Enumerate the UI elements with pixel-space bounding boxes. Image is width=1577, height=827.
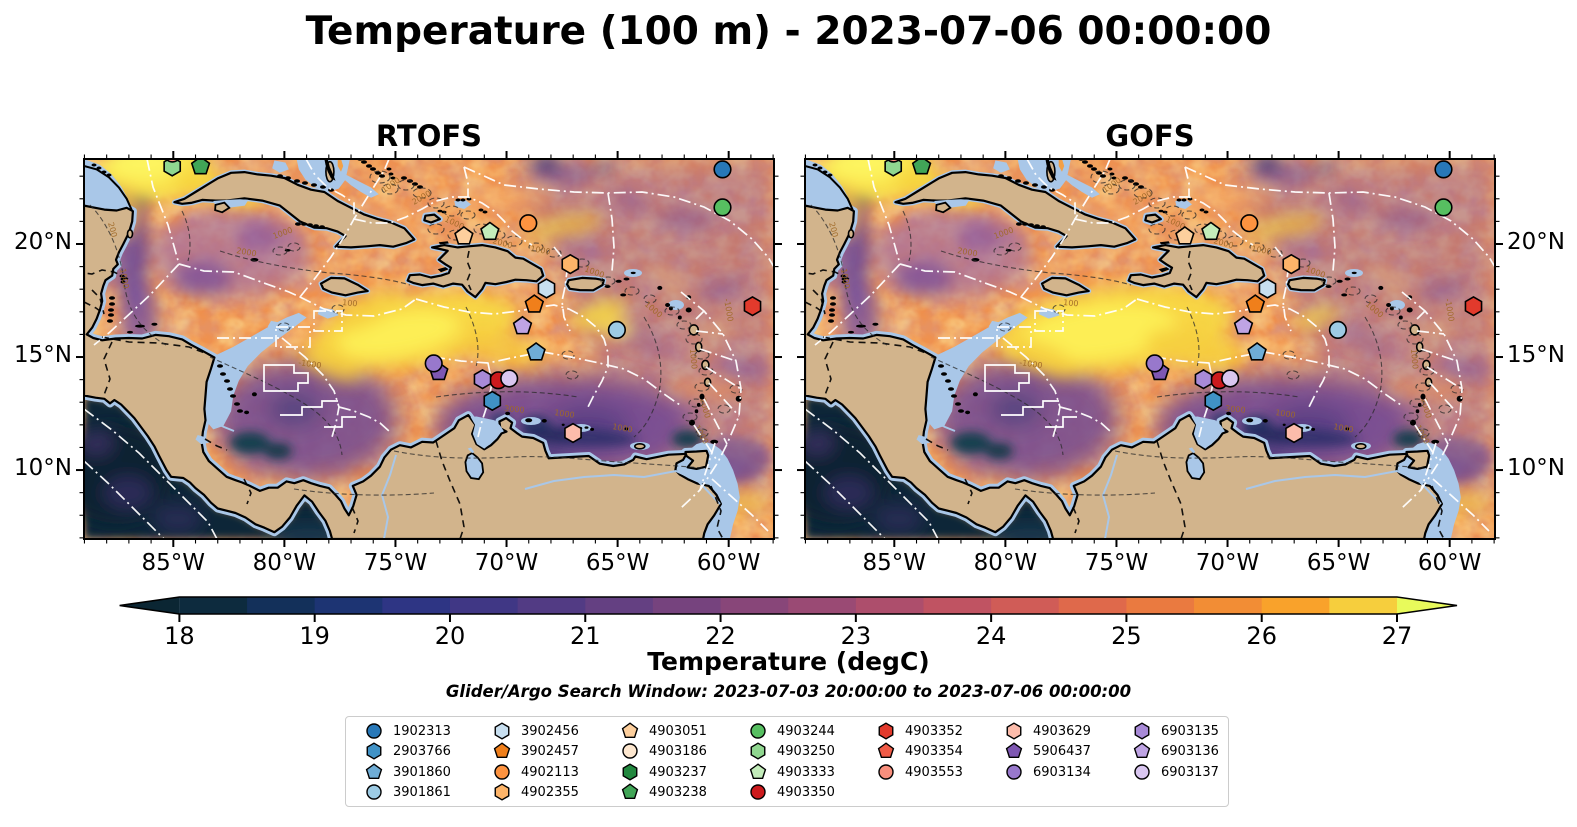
- legend-label: 4903238: [649, 785, 707, 800]
- legend-label: 3901860: [393, 764, 451, 780]
- legend-label: 6903135: [1161, 723, 1219, 739]
- x-tick-label: 75°W: [1084, 550, 1149, 576]
- circle-marker-icon: [366, 722, 382, 739]
- y-tick-label: 10°N: [1507, 455, 1565, 482]
- panel-gofs: GOFS: [797, 119, 1503, 547]
- colorbar-tick-label: 26: [1246, 622, 1277, 650]
- x-tick-label: 80°W: [973, 550, 1038, 576]
- legend-label: 4903553: [905, 764, 963, 780]
- x-tick-label: 70°W: [474, 550, 539, 576]
- colorbar-tick-label: 22: [705, 622, 736, 650]
- x-tick-label: 80°W: [252, 550, 317, 576]
- x-tick-label: 65°W: [585, 550, 650, 576]
- y-tick-label: 20°N: [14, 228, 72, 255]
- hexagon-marker-icon: [494, 783, 510, 801]
- hexagon-marker-icon: [622, 763, 638, 780]
- colorbar-tick-label: 24: [975, 622, 1007, 650]
- panel-title-rtofs: RTOFS: [375, 119, 483, 153]
- legend-label: 4903244: [777, 723, 835, 739]
- circle-marker-icon: [1134, 763, 1150, 780]
- y-tick-label: 20°N: [1507, 228, 1565, 255]
- x-tick-label: 60°W: [1417, 550, 1482, 576]
- legend-label: 4903629: [1033, 723, 1091, 739]
- circle-marker-icon: [750, 784, 766, 800]
- circle-marker-icon: [366, 784, 382, 800]
- pentagon-marker-icon: [365, 763, 383, 779]
- legend-label: 4903333: [777, 764, 835, 780]
- legend-label: 4903352: [905, 723, 963, 739]
- hexagon-marker-icon: [878, 722, 894, 739]
- x-tick-label: 75°W: [363, 550, 428, 576]
- hexagon-marker-icon: [1006, 722, 1022, 739]
- colorbar-tick-label: 23: [840, 622, 872, 650]
- pentagon-marker-icon: [1133, 742, 1151, 759]
- legend-label: 5906437: [1033, 744, 1091, 759]
- colorbar-label: Temperature (degC): [647, 647, 930, 676]
- legend-label: 4903051: [649, 723, 707, 739]
- colorbar-tick-label: 19: [299, 622, 330, 650]
- colorbar-tick-label: 20: [434, 622, 466, 650]
- x-tick-label: 70°W: [1195, 550, 1260, 576]
- legend-label: 4903237: [649, 764, 707, 780]
- hexagon-marker-icon: [750, 742, 766, 760]
- hexagon-marker-icon: [1134, 722, 1150, 739]
- legend-label: 4903350: [777, 785, 835, 800]
- map-rtofs: [76, 151, 782, 547]
- legend-label: 3901861: [393, 785, 451, 800]
- panel-rtofs: RTOFS: [76, 119, 782, 547]
- y-tick-label: 10°N: [14, 455, 72, 482]
- x-tick-label: 65°W: [1306, 550, 1371, 576]
- map-gofs: [797, 151, 1503, 547]
- pentagon-marker-icon: [749, 763, 767, 779]
- colorbar-tick-label: 25: [1111, 622, 1142, 650]
- circle-marker-icon: [750, 722, 766, 739]
- legend-label: 3902456: [521, 723, 579, 739]
- panel-title-gofs: GOFS: [1105, 119, 1195, 153]
- colorbar-tick-label: 21: [569, 622, 601, 650]
- colorbar-tick-label: 27: [1381, 622, 1413, 650]
- legend-label: 2903766: [393, 744, 451, 759]
- legend-label: 6903134: [1033, 764, 1091, 780]
- legend-label: 6903137: [1161, 764, 1219, 780]
- legend-label: 4903250: [777, 744, 835, 759]
- legend-label: 4903354: [905, 744, 963, 759]
- y-tick-label: 15°N: [14, 342, 72, 369]
- circle-marker-icon: [878, 763, 894, 780]
- hexagon-marker-icon: [366, 742, 382, 760]
- legend-label: 1902313: [393, 723, 451, 739]
- circle-marker-icon: [494, 763, 510, 780]
- legend-label: 4902113: [521, 764, 579, 780]
- x-tick-label: 85°W: [862, 550, 927, 576]
- pentagon-marker-icon: [877, 742, 895, 759]
- legend-label: 4902355: [521, 785, 579, 800]
- hexagon-marker-icon: [494, 722, 510, 739]
- circle-marker-icon: [622, 743, 638, 759]
- legend-label: 3902457: [521, 744, 579, 759]
- pentagon-marker-icon: [1005, 742, 1023, 759]
- pentagon-marker-icon: [493, 742, 511, 759]
- x-tick-label: 60°W: [696, 550, 761, 576]
- y-tick-label: 15°N: [1507, 342, 1565, 369]
- figure-title: Temperature (100 m) - 2023-07-06 00:00:0…: [305, 9, 1272, 54]
- legend-label: 6903136: [1161, 744, 1219, 759]
- platform-legend: 1902313 2903766 3901860 3901861 3902456 39024…: [345, 716, 1229, 807]
- colorbar-tick-label: 18: [164, 622, 195, 650]
- x-tick-label: 85°W: [141, 550, 206, 576]
- pentagon-marker-icon: [621, 722, 639, 738]
- pentagon-marker-icon: [621, 783, 639, 800]
- legend-label: 4903186: [649, 744, 707, 759]
- circle-marker-icon: [1006, 763, 1022, 780]
- search-window-subtitle: Glider/Argo Search Window: 2023-07-03 20…: [445, 682, 1132, 701]
